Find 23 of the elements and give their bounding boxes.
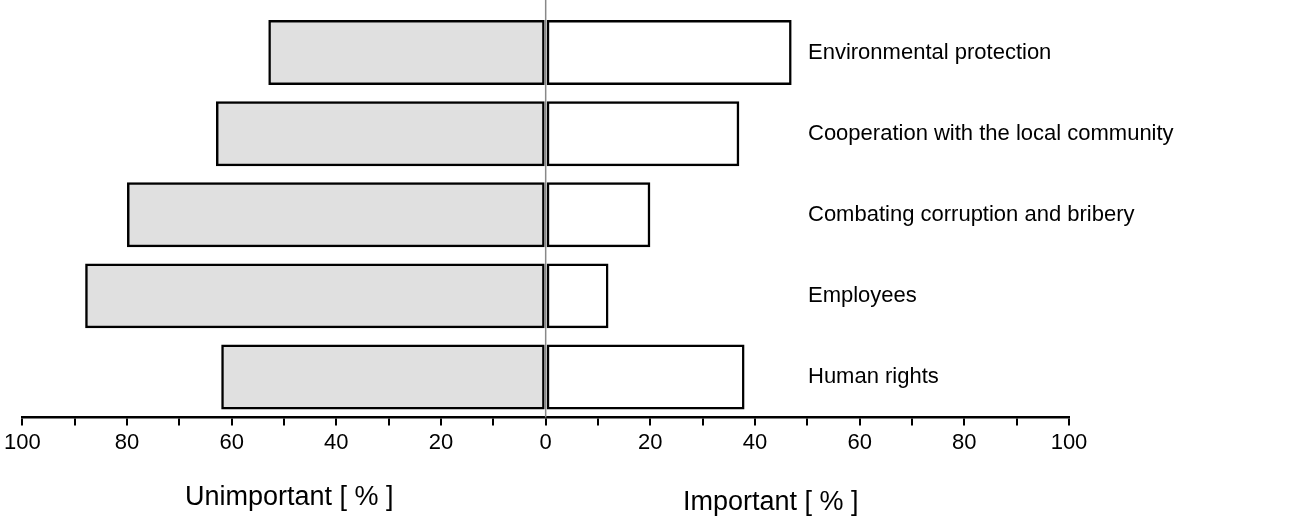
x-axis-title: Important [ % ] [682, 486, 859, 516]
x-tick-label: 0 [539, 428, 552, 454]
bar [221, 344, 545, 410]
x-tick-label: 100 [1050, 428, 1088, 454]
y-tick-label: Human rights [808, 363, 939, 389]
x-tick-label: 40 [742, 428, 768, 454]
bar [85, 263, 545, 329]
x-tick-label: 40 [324, 428, 349, 454]
x-tick-label: 60 [847, 428, 872, 454]
x-tick-label: 20 [428, 428, 454, 454]
bar [215, 101, 545, 167]
x-tick-label: 60 [219, 428, 244, 454]
bar [268, 20, 545, 86]
y-tick-label: Employees [808, 281, 917, 307]
x-tick-label: 80 [114, 428, 140, 454]
y-tick-label: Environmental protection [808, 38, 1052, 64]
bar [127, 182, 545, 248]
x-tick-label: 20 [638, 428, 663, 454]
y-tick-label: Combating corruption and bribery [808, 200, 1135, 226]
y-tick-label: Cooperation with the local community [808, 119, 1174, 145]
x-tick-label: 100 [3, 428, 41, 454]
text: Unimportant [ % ] [184, 481, 394, 511]
x-tick-label: 80 [952, 428, 977, 454]
